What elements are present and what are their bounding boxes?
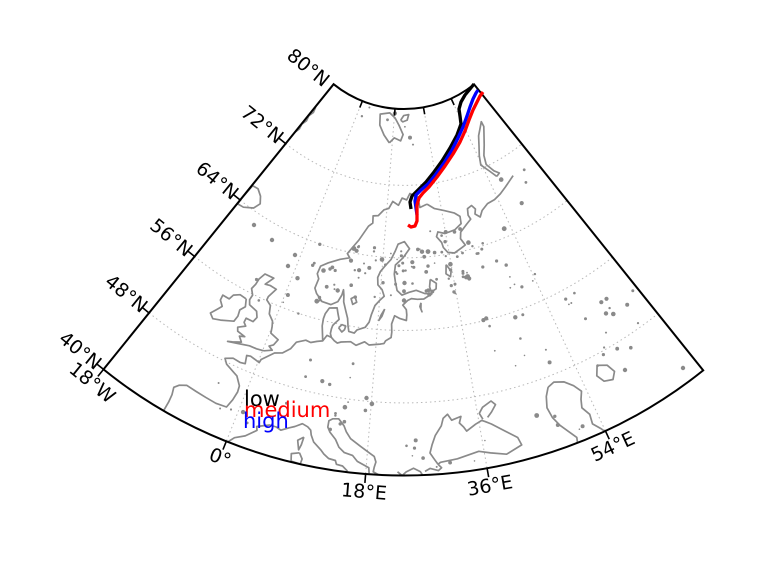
axis-ticks	[96, 98, 610, 483]
parallel-48n	[148, 312, 659, 404]
islet-dot	[680, 365, 686, 371]
coast-svalbard_ne	[399, 113, 410, 123]
trajectory-high	[413, 89, 480, 216]
coast-peipus	[419, 302, 423, 313]
trajectories	[407, 82, 485, 229]
meridian-18e	[365, 108, 396, 474]
meridian-54e	[450, 98, 606, 432]
coast-med_west	[227, 422, 349, 472]
coast-greenland_edge	[294, 106, 317, 133]
lat-tick-72n	[278, 137, 287, 145]
islet-dot	[622, 367, 628, 373]
coast-black_sea	[429, 413, 523, 465]
islet-dot	[292, 252, 298, 258]
graticule	[148, 98, 659, 474]
coast-marmara	[424, 463, 443, 473]
coast-caspian_w	[545, 387, 579, 444]
lon-tick	[97, 368, 105, 377]
coast-svalbard	[378, 112, 404, 144]
map-boundary	[102, 82, 705, 477]
lon-tick	[486, 468, 490, 478]
coastlines	[162, 106, 616, 476]
lon-tick	[604, 430, 610, 440]
islet-dot	[251, 222, 257, 228]
top-tick	[422, 107, 426, 115]
lat-tick-48n	[141, 306, 150, 314]
top-tick	[450, 98, 455, 106]
coast-gotland	[378, 308, 386, 322]
coast-novaya_zemlya	[477, 120, 501, 178]
coast-uk	[226, 273, 279, 352]
coast-jutland	[321, 307, 340, 341]
lake-dots	[217, 106, 686, 468]
coast-caspian_e	[547, 381, 606, 432]
trajectory-medium	[407, 91, 485, 229]
top-tick	[359, 100, 364, 108]
top-tick	[393, 108, 396, 116]
parallel-56n	[194, 256, 613, 331]
coast-ireland	[209, 293, 248, 323]
lon-tick	[222, 440, 228, 450]
trajectory-low	[408, 82, 476, 210]
meridian-0e	[225, 100, 363, 442]
coast-kola_white_sea_pechora	[426, 175, 514, 254]
coast-corsica	[296, 436, 305, 451]
coast-scandinavia_baltic	[162, 192, 433, 412]
parallel-64n	[239, 199, 568, 259]
coast-aral	[595, 364, 616, 383]
lat-tick-40n	[96, 363, 105, 371]
lon-tick	[364, 473, 367, 483]
coast-azov	[478, 400, 497, 420]
coast-vanern	[350, 295, 358, 306]
coast-adriatic	[326, 417, 379, 476]
meridian-36e	[422, 107, 488, 469]
lat-tick-64n	[232, 193, 241, 201]
islet-dot	[285, 263, 291, 269]
lat-tick-56n	[187, 250, 196, 258]
islet-dot	[269, 237, 275, 243]
coast-zealand	[337, 323, 347, 333]
